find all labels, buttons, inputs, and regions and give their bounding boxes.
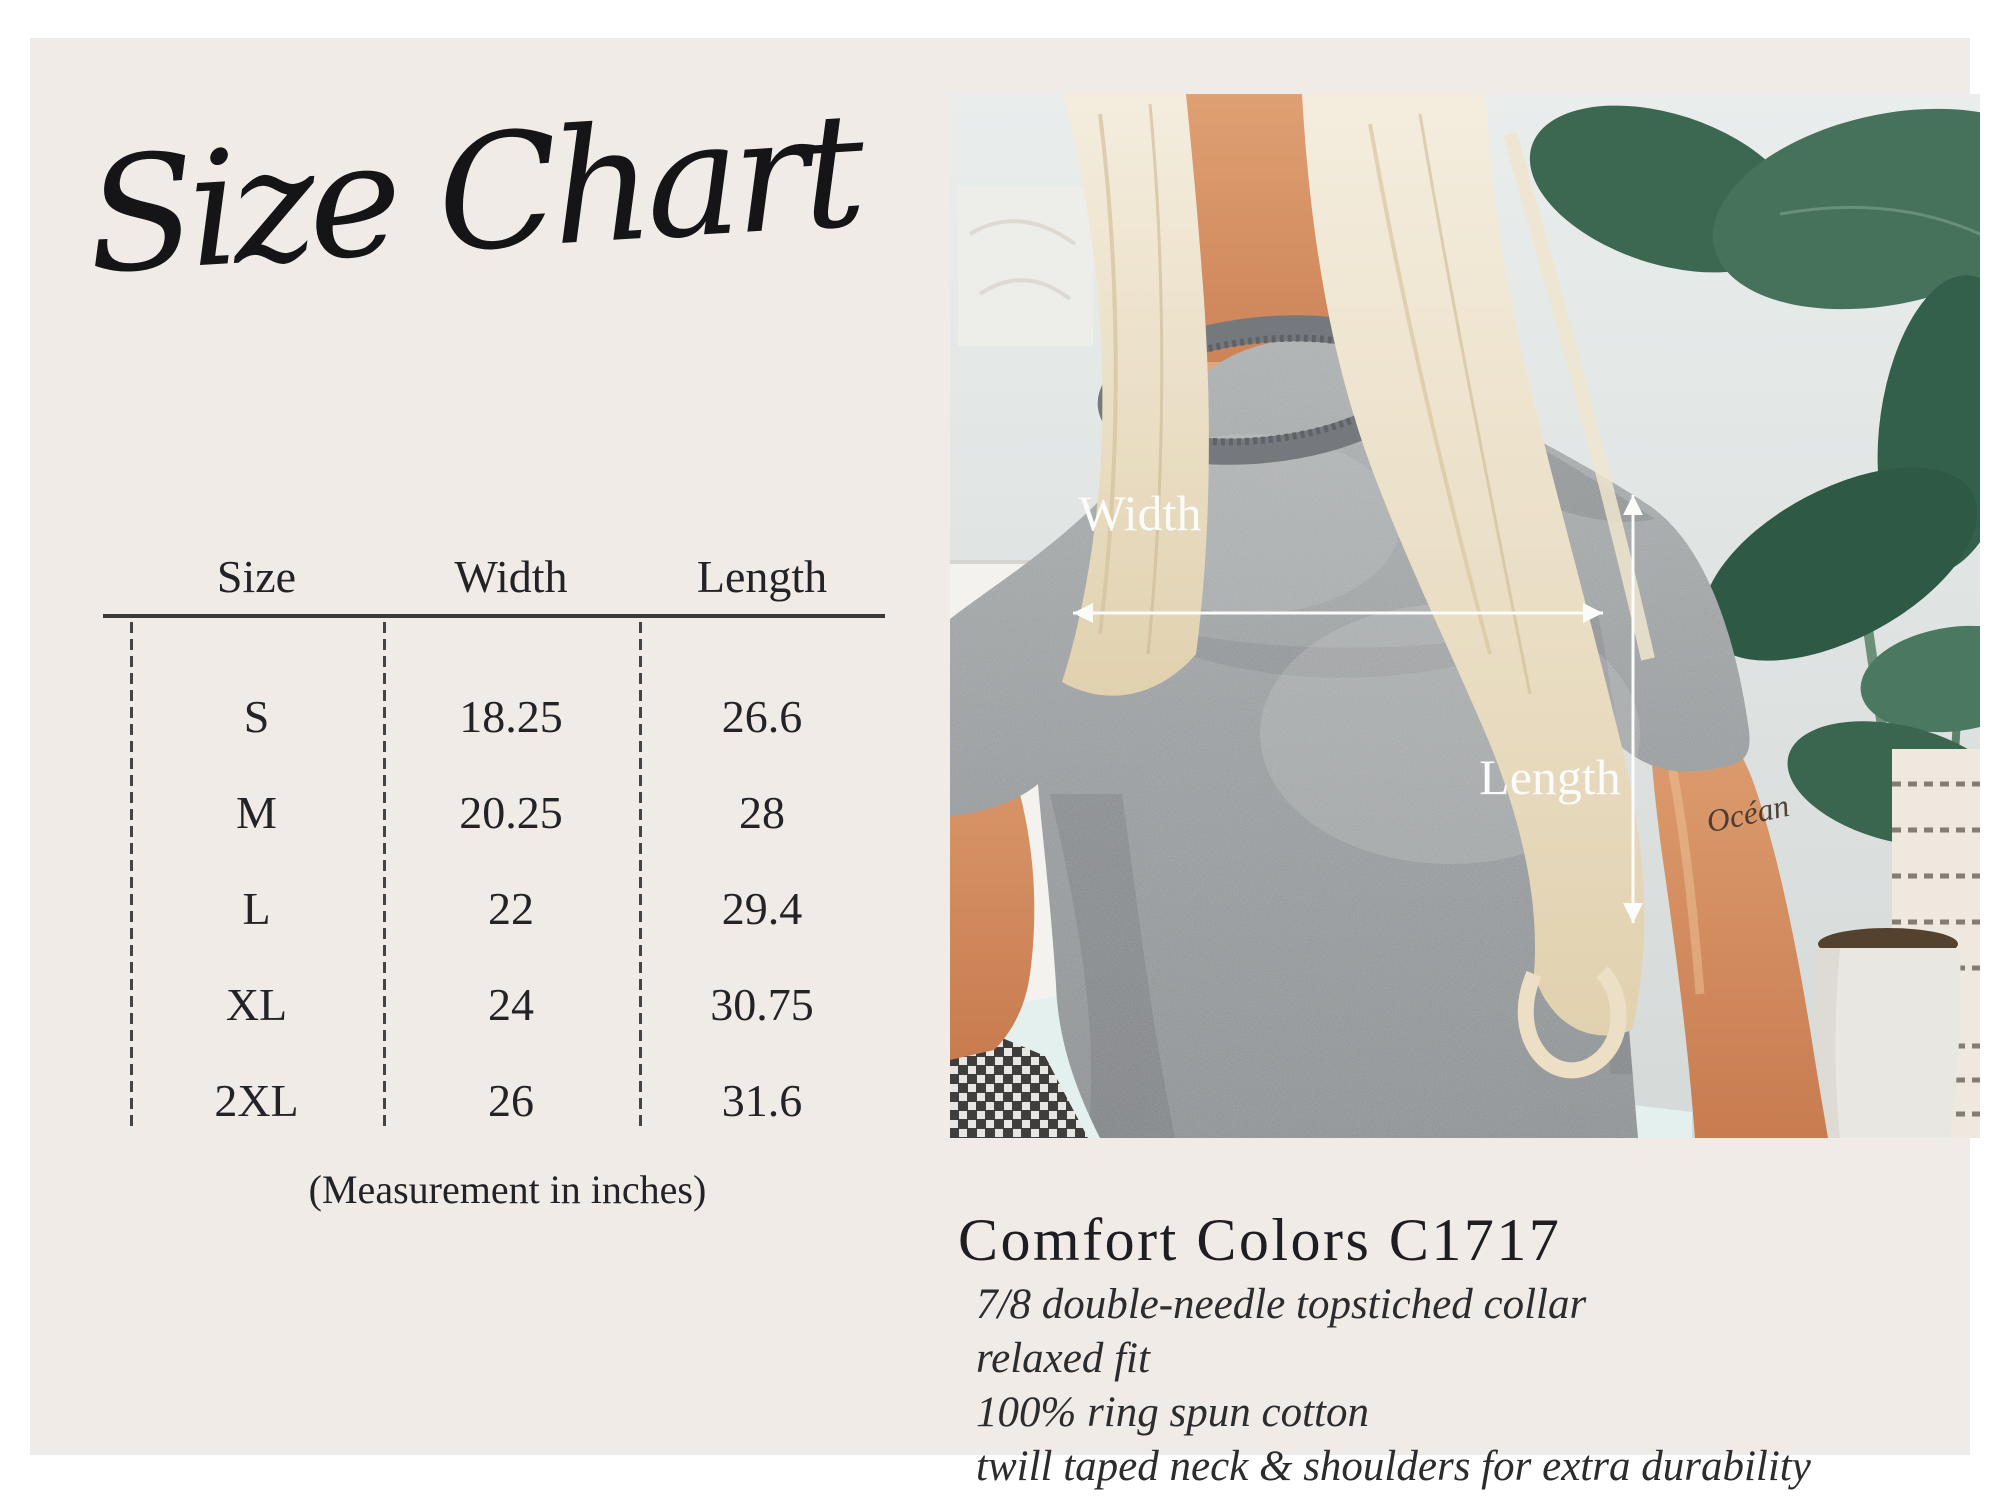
page-title: Size Chart xyxy=(82,78,864,310)
hair-left xyxy=(1062,94,1209,696)
table-row-m-width: 20.25 xyxy=(459,786,563,838)
table-row-m-length: 28 xyxy=(739,786,785,838)
product-features: 7/8 double-needle topstiched collar rela… xyxy=(976,1278,1966,1494)
plant-pot xyxy=(1815,928,1961,1138)
size-table-header: Size Width Length xyxy=(130,550,885,603)
measurement-note: (Measurement in inches) xyxy=(308,1167,707,1212)
table-row-xl-width: 24 xyxy=(488,978,534,1030)
table-divider-left xyxy=(130,622,133,1132)
column-header-length: Length xyxy=(696,551,828,602)
hair-right xyxy=(1302,94,1655,1079)
feature-durability: twill taped neck & shoulders for extra d… xyxy=(976,1443,1811,1490)
table-row-s-size: S xyxy=(243,690,270,742)
column-header-size: Size xyxy=(216,551,297,602)
table-row-xl-length: 30.75 xyxy=(710,978,814,1030)
table-row-l-width: 22 xyxy=(488,882,534,934)
table-row-m-size: M xyxy=(236,786,277,838)
feature-collar: 7/8 double-needle topstiched collar xyxy=(976,1281,1587,1328)
card-background: Size Chart Size Width Length S 18.25 26.… xyxy=(30,38,1980,1490)
table-top-rule xyxy=(103,614,885,618)
table-row-s-length: 26.6 xyxy=(721,690,803,742)
width-measurement: Width xyxy=(1073,485,1603,623)
table-row-2xl-length: 31.6 xyxy=(721,1074,803,1126)
column-header-width: Width xyxy=(454,551,568,602)
width-label: Width xyxy=(1079,485,1202,541)
size-table-body: S 18.25 26.6 M 20.25 28 L 22 29.4 XL 24 … xyxy=(130,668,885,1148)
table-row-l-size: L xyxy=(242,882,271,934)
table-divider-right xyxy=(639,622,642,1132)
length-label: Length xyxy=(1479,749,1621,805)
table-row-l-length: 29.4 xyxy=(721,882,803,934)
product-photo: Océan Width Length xyxy=(950,94,1980,1138)
table-row-xl-size: XL xyxy=(225,978,288,1030)
feature-fit: relaxed fit xyxy=(976,1335,1150,1382)
product-name: Comfort Colors C1717 xyxy=(958,1207,1562,1273)
length-measurement: Length xyxy=(1479,495,1643,923)
table-row-s-width: 18.25 xyxy=(459,690,563,742)
feature-cotton: 100% ring spun cotton xyxy=(976,1389,1369,1436)
table-row-2xl-size: 2XL xyxy=(214,1074,299,1126)
table-row-2xl-width: 26 xyxy=(488,1074,534,1126)
table-divider-middle xyxy=(383,622,386,1132)
